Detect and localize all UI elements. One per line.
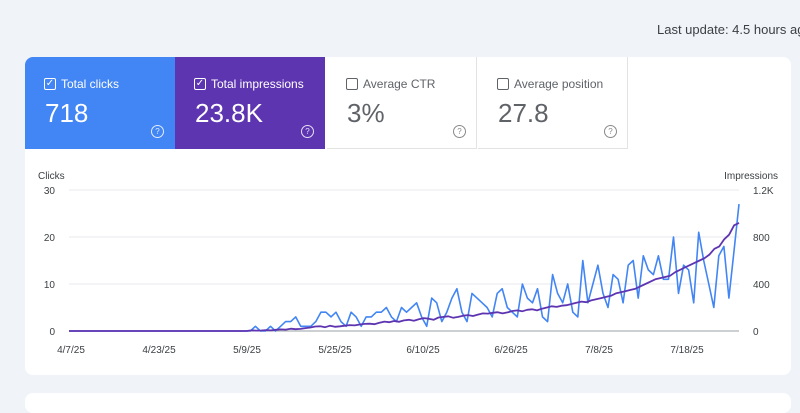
y-tick-left-label: 30 (44, 186, 56, 197)
metric-tile-total-impressions[interactable]: ✓ Total impressions 23.8K ? (175, 57, 325, 149)
performance-card: ✓ Total clicks 718 ? ✓ Total impressions… (25, 57, 791, 375)
metric-label: Total clicks (61, 77, 120, 91)
y-tick-left-label: 20 (44, 233, 56, 244)
x-tick-label: 6/10/25 (406, 345, 440, 356)
metric-label: Average position (514, 77, 604, 91)
x-tick-label: 5/25/25 (318, 345, 352, 356)
y-tick-right-label: 400 (753, 280, 770, 291)
y-tick-right-label: 800 (753, 233, 770, 244)
checkbox-unchecked-icon[interactable] (497, 78, 509, 90)
metric-tile-average-position[interactable]: Average position 27.8 ? (478, 57, 628, 149)
metric-value: 23.8K (195, 98, 263, 128)
x-tick-label: 4/7/25 (57, 345, 85, 356)
secondary-card (25, 393, 791, 413)
metric-tile-average-ctr[interactable]: Average CTR 3% ? (327, 57, 477, 149)
checkbox-checked-icon[interactable]: ✓ (44, 78, 56, 90)
last-update-text: Last update: 4.5 hours ago (657, 22, 800, 37)
help-circle-icon[interactable]: ? (301, 125, 314, 138)
checkbox-checked-icon[interactable]: ✓ (194, 78, 206, 90)
checkbox-unchecked-icon[interactable] (346, 78, 358, 90)
metric-value: 27.8 (498, 98, 549, 128)
metric-value: 3% (347, 98, 385, 128)
y-axis-right-title: Impressions (724, 171, 778, 182)
chart-svg: Clicks Impressions 0 0 10 400 20 800 30 1.2K 4/7/2… (38, 171, 778, 356)
help-circle-icon[interactable]: ? (151, 125, 164, 138)
series-line-impressions (69, 222, 740, 332)
metric-value: 718 (45, 98, 89, 128)
performance-chart: Clicks Impressions 0 0 10 400 20 800 30 1.2K 4/7/2… (25, 149, 791, 375)
x-tick-label: 7/8/25 (585, 345, 613, 356)
series-line-clicks (69, 204, 740, 332)
metric-label: Total impressions (211, 77, 304, 91)
help-circle-icon[interactable]: ? (604, 125, 617, 138)
x-tick-label: 5/9/25 (233, 345, 261, 356)
x-tick-label: 7/18/25 (670, 345, 704, 356)
y-axis-left-title: Clicks (38, 171, 65, 182)
x-tick-label: 6/26/25 (494, 345, 528, 356)
x-tick-label: 4/23/25 (142, 345, 176, 356)
metric-tile-total-clicks[interactable]: ✓ Total clicks 718 ? (25, 57, 175, 149)
y-tick-right-label: 0 (753, 327, 759, 338)
metric-label: Average CTR (363, 77, 436, 91)
y-tick-right-label: 1.2K (753, 186, 774, 197)
y-tick-left-label: 0 (49, 327, 55, 338)
y-tick-left-label: 10 (44, 280, 56, 291)
help-circle-icon[interactable]: ? (453, 125, 466, 138)
metric-tiles: ✓ Total clicks 718 ? ✓ Total impressions… (25, 57, 629, 149)
